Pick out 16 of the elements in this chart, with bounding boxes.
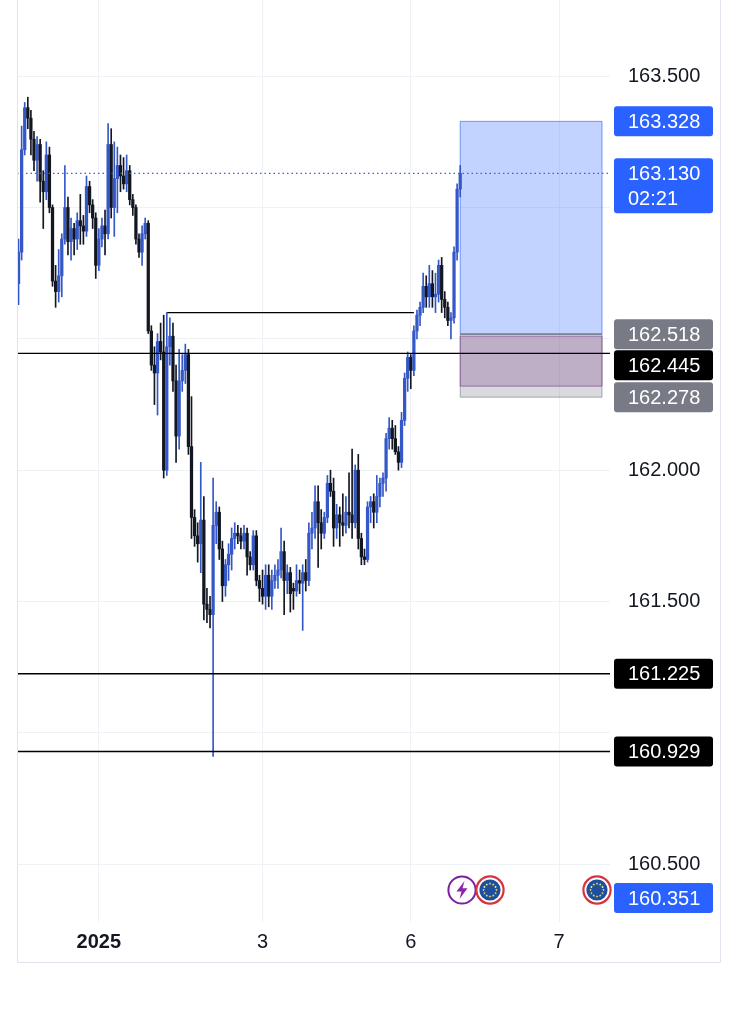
- y-tick-label: 163.500: [628, 63, 701, 86]
- x-tick-label: 2025: [76, 929, 122, 952]
- y-tick-label: 162.000: [628, 457, 701, 480]
- ref-line-label: 160.929: [628, 740, 701, 763]
- band-label: 162.278: [628, 385, 701, 408]
- ref-line-label: 162.518: [628, 322, 701, 345]
- band-label: 163.328: [628, 109, 701, 132]
- ref-line-label: 162.445: [628, 353, 701, 376]
- x-tick-label: 3: [256, 929, 269, 952]
- ref-line-label: 163.130 02:21: [628, 161, 701, 209]
- text: 160.351: [628, 886, 701, 909]
- x-tick-label: 6: [405, 929, 417, 952]
- ref-line-label: 161.225: [628, 662, 701, 685]
- y-tick-label: 160.500: [628, 851, 701, 874]
- y-tick-label: 161.500: [628, 589, 701, 612]
- x-tick-label: 7: [553, 929, 565, 952]
